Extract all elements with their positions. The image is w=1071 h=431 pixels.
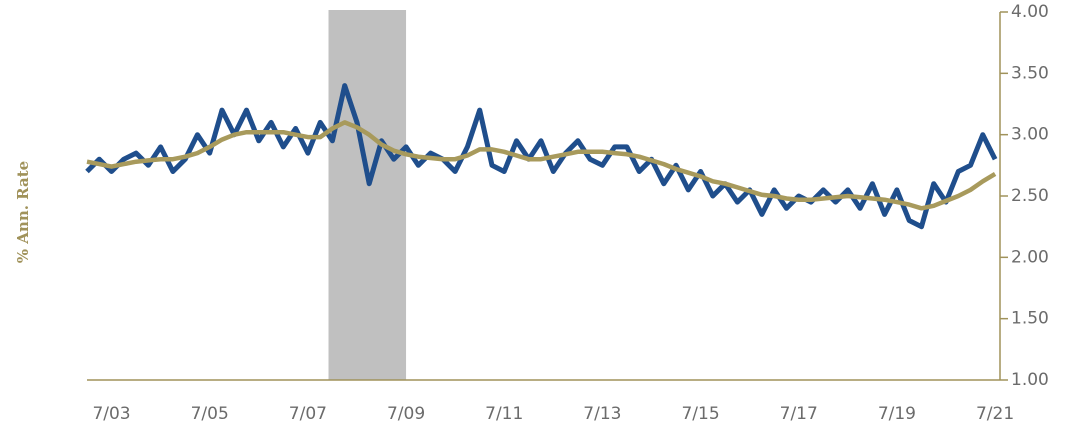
series-line bbox=[85, 83, 998, 230]
y-tick-label: 2.00 bbox=[1011, 247, 1049, 267]
x-tick-label: 7/15 bbox=[681, 404, 719, 424]
y-tick-label: 2.50 bbox=[1011, 186, 1049, 206]
x-tick-label: 7/03 bbox=[92, 404, 130, 424]
x-tick-label: 7/13 bbox=[583, 404, 621, 424]
x-tick-label: 7/11 bbox=[485, 404, 523, 424]
y-tick-label: 3.00 bbox=[1011, 125, 1049, 145]
x-tick-label: 7/17 bbox=[780, 404, 818, 424]
series-line bbox=[86, 120, 997, 211]
x-tick-label: 7/21 bbox=[976, 404, 1014, 424]
y-tick-label: 1.00 bbox=[1011, 370, 1049, 390]
y-tick-label: 3.50 bbox=[1011, 63, 1049, 83]
x-tick-label: 7/09 bbox=[387, 404, 425, 424]
x-tick-label: 7/05 bbox=[191, 404, 229, 424]
y-tick-label: 1.50 bbox=[1011, 309, 1049, 329]
x-tick-label: 7/19 bbox=[878, 404, 916, 424]
y-tick-label: 4.00 bbox=[1011, 2, 1049, 22]
x-tick-label: 7/07 bbox=[289, 404, 327, 424]
y-axis-label: % Ann. Rate bbox=[14, 161, 32, 263]
recession-shade bbox=[328, 10, 407, 380]
